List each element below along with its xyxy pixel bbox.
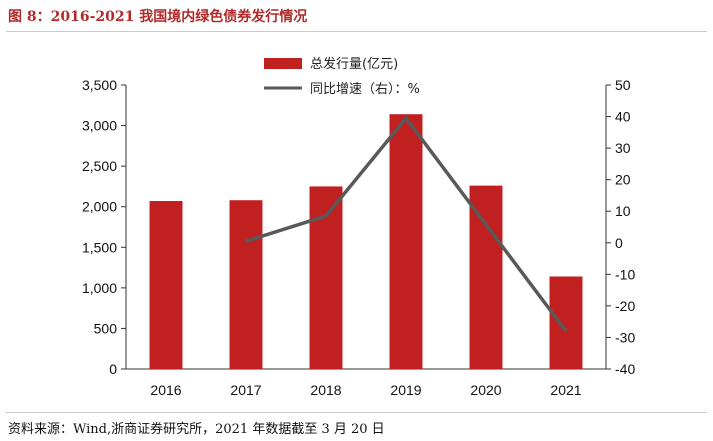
legend: 总发行量(亿元) 同比增速（右）：%	[264, 56, 420, 97]
right-tick-label: -20	[615, 298, 635, 314]
left-tick-label: 0	[109, 361, 117, 377]
left-tick-label: 1,500	[82, 239, 117, 255]
growth-line	[245, 115, 568, 333]
x-tick-label: 2016	[150, 382, 181, 398]
x-tick-label: 2018	[310, 382, 341, 398]
title-divider	[6, 31, 707, 32]
x-tick-label: 2019	[390, 382, 421, 398]
right-tick-label: 50	[615, 77, 631, 93]
right-tick-label: 10	[615, 203, 631, 219]
right-tick-label: -30	[615, 329, 635, 345]
right-tick-label: 0	[615, 235, 623, 251]
legend-bar-label: 总发行量(亿元)	[310, 56, 398, 72]
right-tick-label: -10	[615, 266, 635, 282]
tick-labels: 05001,0001,5002,0002,5003,0003,500-40-30…	[82, 77, 635, 398]
left-tick-label: 1,000	[82, 280, 117, 296]
right-tick-label: -40	[615, 361, 635, 377]
left-tick-label: 3,500	[82, 77, 117, 93]
x-tick-label: 2021	[550, 382, 581, 398]
source-note: 资料来源：Wind,浙商证券研究所，2021 年数据截至 3 月 20 日	[8, 422, 385, 437]
legend-line-label: 同比增速（右）：%	[310, 82, 420, 97]
bars	[149, 114, 583, 369]
x-tick-label: 2017	[230, 382, 261, 398]
axes	[121, 84, 611, 370]
right-tick-label: 30	[615, 140, 631, 156]
growth-line-path	[245, 115, 568, 333]
bar-2016	[149, 201, 183, 369]
legend-bar-swatch	[264, 58, 302, 69]
bar-2020	[469, 185, 503, 369]
source-divider	[6, 412, 707, 413]
left-tick-label: 2,000	[82, 199, 117, 215]
left-tick-label: 2,500	[82, 158, 117, 174]
right-tick-label: 20	[615, 172, 631, 188]
x-tick-label: 2020	[470, 382, 501, 398]
right-tick-label: 40	[615, 109, 631, 125]
figure-title: 图 8：2016-2021 我国境内绿色债券发行情况	[8, 9, 308, 25]
bar-2017	[229, 200, 263, 369]
bar-2021	[549, 276, 583, 369]
left-tick-label: 3,000	[82, 118, 117, 134]
bar-2019	[389, 114, 423, 369]
left-tick-label: 500	[94, 320, 118, 336]
